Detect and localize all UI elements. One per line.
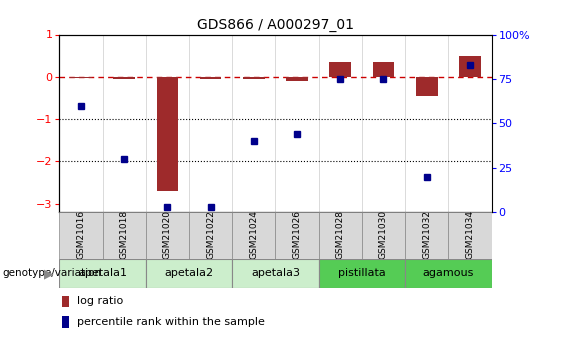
Text: GSM21030: GSM21030 — [379, 210, 388, 259]
Text: GSM21018: GSM21018 — [120, 210, 129, 259]
Text: GSM21016: GSM21016 — [76, 210, 85, 259]
Title: GDS866 / A000297_01: GDS866 / A000297_01 — [197, 18, 354, 32]
Bar — [373, 62, 394, 77]
Text: GSM21032: GSM21032 — [422, 210, 431, 259]
Bar — [449, 212, 492, 259]
Text: GSM21024: GSM21024 — [249, 210, 258, 259]
Bar — [362, 212, 405, 259]
Bar — [232, 259, 319, 288]
Text: agamous: agamous — [423, 268, 474, 278]
Bar — [146, 212, 189, 259]
Text: GSM21022: GSM21022 — [206, 210, 215, 259]
Bar — [62, 296, 69, 307]
Text: apetala2: apetala2 — [164, 268, 214, 278]
Text: pistillata: pistillata — [338, 268, 386, 278]
Bar — [232, 212, 276, 259]
Text: genotype/variation: genotype/variation — [3, 268, 102, 278]
Bar — [243, 77, 264, 79]
Bar — [200, 77, 221, 79]
Text: percentile rank within the sample: percentile rank within the sample — [77, 317, 266, 327]
Bar — [459, 57, 481, 77]
Bar — [276, 212, 319, 259]
Bar — [319, 259, 405, 288]
Bar — [405, 259, 492, 288]
Bar — [146, 259, 232, 288]
Bar — [405, 212, 449, 259]
Text: GSM21028: GSM21028 — [336, 210, 345, 259]
Bar — [319, 212, 362, 259]
Bar — [189, 212, 232, 259]
Bar — [157, 77, 178, 191]
Bar — [416, 77, 437, 96]
Bar — [59, 259, 146, 288]
Text: ▶: ▶ — [44, 267, 54, 280]
Bar — [59, 212, 103, 259]
Text: GSM21020: GSM21020 — [163, 210, 172, 259]
Bar — [103, 212, 146, 259]
Text: log ratio: log ratio — [77, 296, 124, 306]
Text: apetala1: apetala1 — [78, 268, 127, 278]
Bar — [70, 77, 92, 78]
Bar — [286, 77, 308, 81]
Bar — [114, 77, 135, 79]
Text: apetala3: apetala3 — [251, 268, 300, 278]
Text: GSM21026: GSM21026 — [293, 210, 302, 259]
Bar — [329, 62, 351, 77]
Text: GSM21034: GSM21034 — [466, 210, 475, 259]
Bar — [62, 316, 69, 328]
